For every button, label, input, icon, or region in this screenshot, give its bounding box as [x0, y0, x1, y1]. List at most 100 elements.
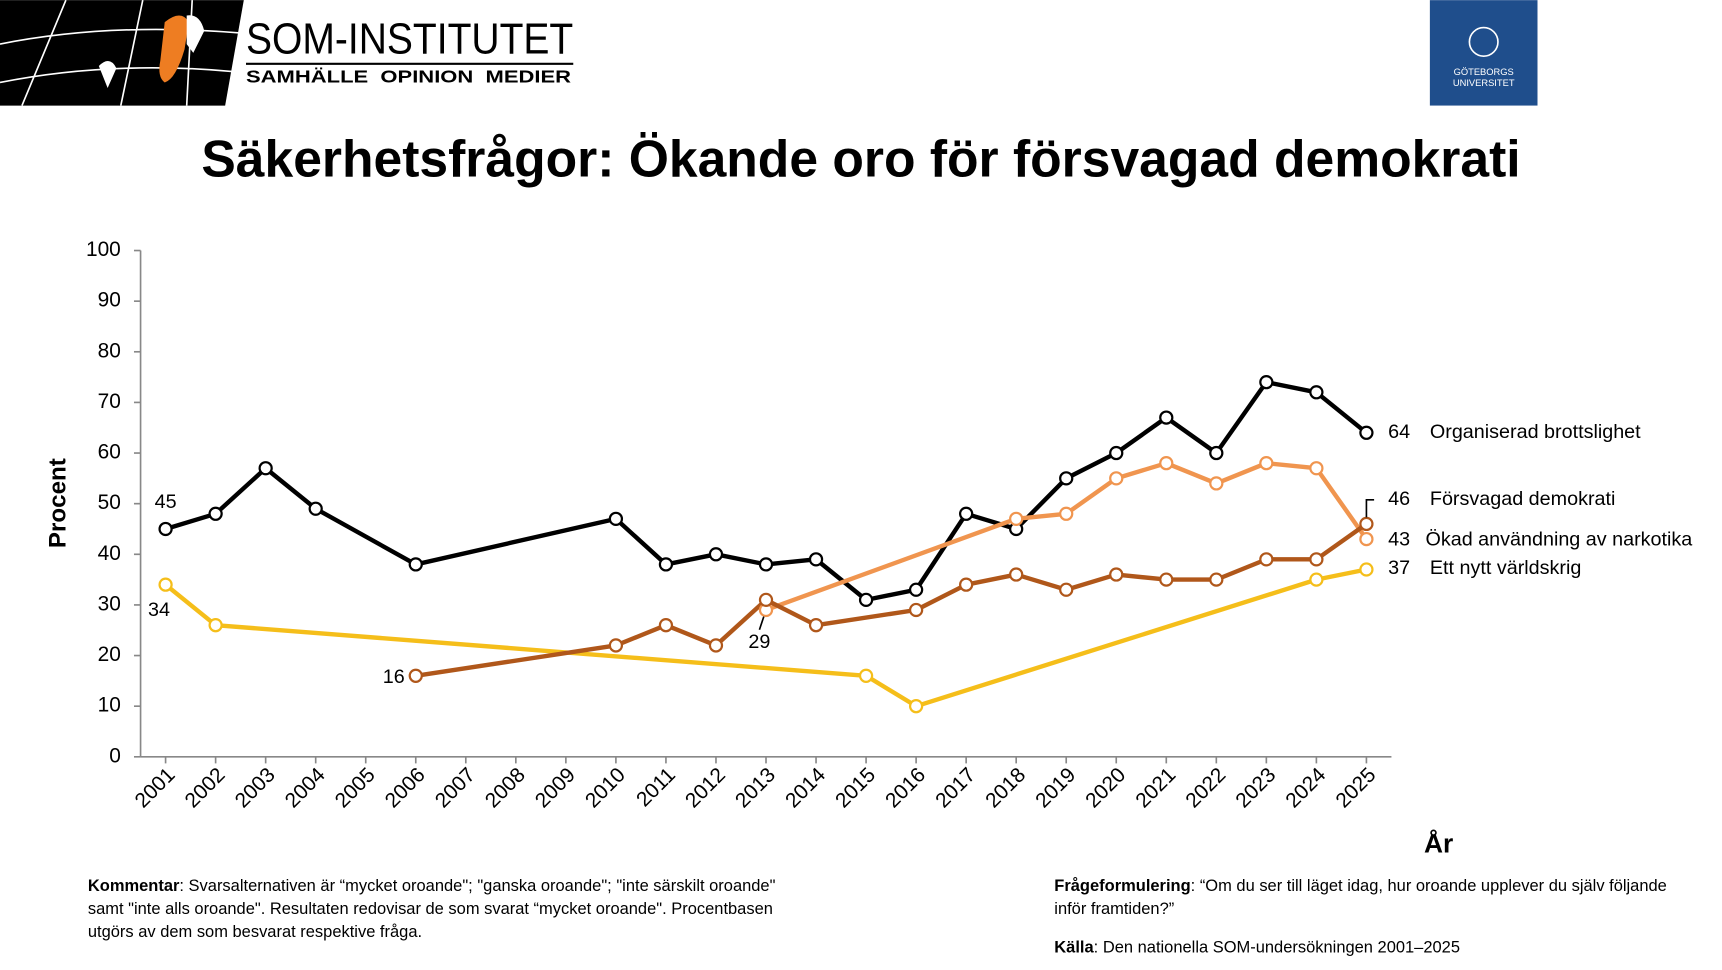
note-text: : Svarsalternativen är “mycket oroande";… — [87, 876, 776, 942]
data-point — [608, 511, 624, 526]
x-tick-label: 2022 — [1181, 763, 1230, 812]
data-point — [1359, 562, 1374, 577]
question-note: Frågeformulering: “Om du ser till läget … — [1054, 876, 1667, 919]
y-tick-label: 80 — [98, 339, 121, 362]
data-point — [1209, 445, 1224, 461]
data-point — [1059, 471, 1074, 486]
data-point — [1159, 456, 1174, 471]
series-line — [415, 522, 1368, 678]
legend-label: Ett nytt världskrig — [1430, 557, 1581, 579]
data-label: 29 — [748, 631, 770, 653]
university-logo — [1429, 0, 1538, 106]
data-point — [708, 638, 724, 653]
x-tick-label: 2007 — [431, 763, 480, 812]
y-tick-label: 0 — [109, 744, 121, 767]
label-connector — [1365, 499, 1375, 518]
data-point — [858, 668, 874, 683]
data-point — [1359, 425, 1374, 440]
x-tick-label: 2013 — [731, 763, 780, 812]
y-tick-label: 70 — [98, 390, 121, 413]
x-tick-label: 2010 — [581, 763, 630, 812]
data-point — [708, 547, 724, 562]
data-point — [1159, 410, 1174, 425]
series-line — [164, 567, 1367, 709]
y-tick-label: 50 — [98, 491, 121, 514]
end-label: 46 — [1388, 488, 1410, 510]
data-point — [1359, 531, 1374, 547]
x-tick-label: 2011 — [632, 763, 680, 811]
logo-graphic — [0, 0, 244, 106]
x-tick-label: 2024 — [1281, 763, 1330, 812]
data-point — [408, 557, 423, 572]
data-point — [808, 552, 824, 567]
chart-title: Säkerhetsfrågor: Ökande oro för försvaga… — [201, 129, 1520, 187]
note-label: Källa — [1054, 938, 1094, 957]
data-point — [1309, 461, 1324, 476]
data-point — [658, 618, 674, 633]
data-label: 16 — [383, 666, 405, 688]
label-connector — [758, 616, 765, 631]
end-label: 37 — [1388, 557, 1410, 579]
y-tick-label: 30 — [98, 592, 121, 615]
data-point — [1359, 516, 1374, 532]
data-point — [1109, 471, 1124, 486]
y-tick-label: 60 — [98, 441, 121, 464]
data-point — [1259, 552, 1274, 567]
y-tick-label: 100 — [86, 238, 121, 261]
data-point — [1159, 572, 1174, 587]
end-label: 64 — [1388, 421, 1410, 443]
legend-label: Organiserad brottslighet — [1430, 421, 1641, 443]
university-name: GÖTEBORGS — [1454, 67, 1514, 77]
legend-label: Ökad användning av narkotika — [1425, 529, 1692, 551]
data-point — [408, 668, 423, 683]
data-point — [308, 501, 323, 516]
x-tick-label: 2012 — [681, 763, 730, 812]
source-note: Källa: Den nationella SOM-undersökningen… — [1054, 938, 1461, 957]
x-tick-label: 2014 — [781, 763, 830, 812]
x-tick-label: 2023 — [1231, 763, 1280, 812]
data-point — [758, 592, 774, 608]
y-tick-label: 40 — [98, 542, 121, 565]
note-text: : “Om du ser till läget idag, hur oroand… — [1054, 876, 1667, 919]
note-text: : Den nationella SOM-undersökningen 2001… — [1093, 938, 1461, 957]
data-point — [208, 506, 223, 521]
data-point — [758, 557, 774, 572]
data-point — [1109, 445, 1124, 461]
x-tick-label: 2005 — [331, 763, 380, 812]
data-point — [158, 577, 173, 592]
data-point — [1309, 385, 1324, 400]
data-point — [1259, 456, 1274, 471]
data-point — [158, 521, 173, 537]
data-point — [908, 582, 924, 597]
data-point — [1059, 506, 1074, 521]
logo-title: SOM-INSTITUTET — [246, 14, 573, 63]
legend-label: Försvagad demokrati — [1430, 488, 1616, 510]
x-tick-label: 2006 — [381, 763, 430, 812]
x-tick-label: 2017 — [931, 763, 980, 812]
data-point — [1109, 567, 1124, 582]
y-tick-label: 90 — [98, 289, 121, 312]
data-label: 45 — [155, 491, 177, 513]
data-point — [1209, 476, 1224, 491]
university-name: UNIVERSITET — [1453, 78, 1515, 88]
x-tick-label: 2025 — [1331, 763, 1380, 812]
data-point — [1259, 375, 1274, 390]
y-axis-label: Procent — [45, 458, 72, 548]
data-point — [1009, 567, 1024, 582]
logo-subtitle: SAMHÄLLE OPINION MEDIER — [246, 67, 571, 87]
x-tick-label: 2021 — [1131, 763, 1180, 812]
data-point — [258, 461, 273, 476]
data-point — [1009, 511, 1024, 526]
note-label: Kommentar — [87, 876, 180, 896]
y-tick-label: 10 — [98, 694, 121, 717]
data-point — [1059, 582, 1074, 597]
data-label: 34 — [148, 599, 170, 621]
x-tick-label: 2009 — [531, 763, 580, 812]
data-point — [908, 699, 924, 714]
y-tick-label: 20 — [98, 643, 121, 666]
data-point — [658, 557, 674, 572]
data-point — [1309, 572, 1324, 587]
comment-note: Kommentar: Svarsalternativen är “mycket … — [87, 876, 776, 942]
